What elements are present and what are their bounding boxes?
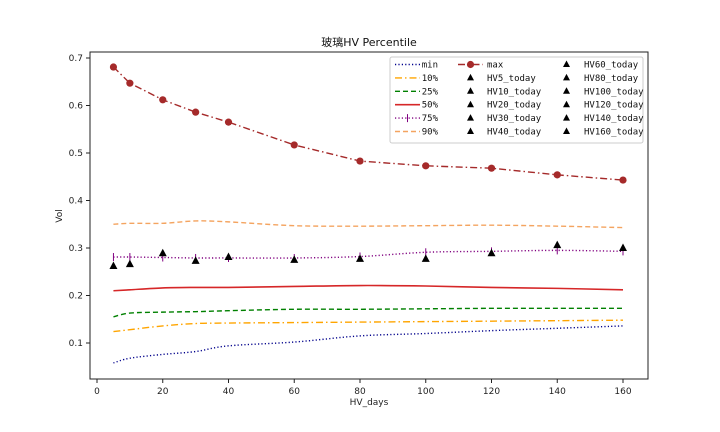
series-line-10pct	[113, 319, 624, 333]
point-max	[553, 171, 561, 179]
legend-marker-today	[563, 60, 570, 67]
legend-label-90pct: 90%	[422, 128, 439, 138]
point-HV140_today	[553, 240, 562, 249]
legend-label-HV5_today: HV5_today	[487, 74, 536, 84]
legend-label-HV80_today: HV80_today	[584, 74, 639, 84]
legend-label-HV10_today: HV10_today	[487, 87, 542, 97]
legend-marker-today	[563, 87, 570, 94]
legend-marker-today	[467, 114, 474, 121]
y-axis-ticks: 0.1 0.2 0.3 0.4 0.5 0.6 0.7	[69, 54, 90, 349]
x-tick-label: 140	[549, 387, 566, 397]
point-HV120_today	[487, 248, 496, 257]
point-max	[422, 162, 430, 170]
x-tick-label: 80	[354, 387, 366, 397]
y-tick-label: 0.4	[69, 197, 84, 207]
legend: min 10% 25% 50% 75% 90% max HV5_today HV10_today…	[389, 56, 644, 144]
legend-label-HV160_today: HV160_today	[584, 128, 644, 138]
x-axis-label: HV_days	[350, 398, 389, 408]
legend-marker-today	[467, 127, 474, 134]
legend-label-min: min	[422, 61, 438, 71]
series-line-50pct	[113, 284, 624, 292]
legend-marker-max	[466, 60, 475, 69]
point-max	[159, 96, 167, 104]
legend-label-HV140_today: HV140_today	[584, 114, 644, 124]
legend-label-25pct: 25%	[422, 87, 439, 97]
legend-marker-today	[467, 73, 474, 81]
x-tick-label: 0	[94, 387, 100, 397]
point-max	[290, 141, 298, 149]
series-lines	[112, 66, 624, 364]
legend-label-75pct: 75%	[422, 114, 439, 124]
y-tick-label: 0.5	[69, 149, 83, 159]
point-HV160_today	[619, 243, 627, 251]
legend-label-50pct: 50%	[422, 101, 439, 111]
x-axis-ticks: 0 20 40 60 80 100 120 140 160	[94, 379, 632, 397]
legend-label-HV40_today: HV40_today	[487, 128, 542, 138]
series-line-25pct	[113, 307, 623, 318]
y-tick-label: 0.6	[69, 102, 84, 112]
point-HV40_today	[224, 252, 233, 261]
point-max	[109, 63, 118, 71]
legend-marker-today	[467, 87, 474, 94]
y-axis-label: Vol	[55, 209, 65, 222]
point-max	[224, 118, 233, 126]
point-HV30_today	[191, 256, 200, 264]
point-max	[619, 176, 627, 184]
series-line-90pct	[113, 220, 624, 229]
y-tick-label: 0.1	[69, 339, 83, 349]
series-line-min	[113, 325, 624, 364]
point-HV80_today	[356, 254, 364, 262]
series-line-75pct	[113, 249, 624, 259]
legend-box	[389, 56, 644, 144]
point-max	[356, 157, 364, 165]
x-tick-label: 100	[417, 387, 434, 397]
legend-label-HV120_today: HV120_today	[584, 101, 644, 111]
x-tick-label: 120	[483, 387, 500, 397]
legend-label-10pct: 10%	[422, 74, 439, 84]
legend-label-HV20_today: HV20_today	[487, 101, 542, 111]
legend-label-HV30_today: HV30_today	[487, 114, 542, 124]
point-max	[487, 164, 496, 172]
chart-title: 玻璃HV Percentile	[321, 35, 417, 49]
legend-marker-today	[467, 100, 474, 108]
x-tick-label: 20	[157, 387, 169, 397]
point-max	[126, 79, 134, 87]
y-tick-label: 0.7	[69, 54, 83, 64]
point-HV100_today	[421, 254, 430, 262]
legend-marker-today	[563, 73, 570, 81]
legend-label-HV100_today: HV100_today	[584, 87, 644, 97]
x-tick-label: 40	[223, 387, 235, 397]
point-HV20_today	[158, 248, 167, 257]
y-tick-label: 0.2	[69, 292, 83, 302]
x-tick-label: 160	[614, 387, 631, 397]
legend-label-max: max	[487, 61, 504, 71]
point-max	[192, 108, 200, 116]
point-HV5_today	[109, 261, 118, 270]
y-tick-label: 0.3	[69, 244, 83, 254]
legend-label-HV60_today: HV60_today	[584, 61, 639, 71]
legend-marker-today	[563, 114, 570, 121]
series-markers	[109, 63, 627, 270]
point-HV10_today	[125, 259, 134, 268]
x-tick-label: 60	[289, 387, 301, 397]
legend-marker-today	[563, 127, 570, 134]
point-HV60_today	[290, 255, 299, 263]
legend-marker-today	[563, 100, 570, 108]
